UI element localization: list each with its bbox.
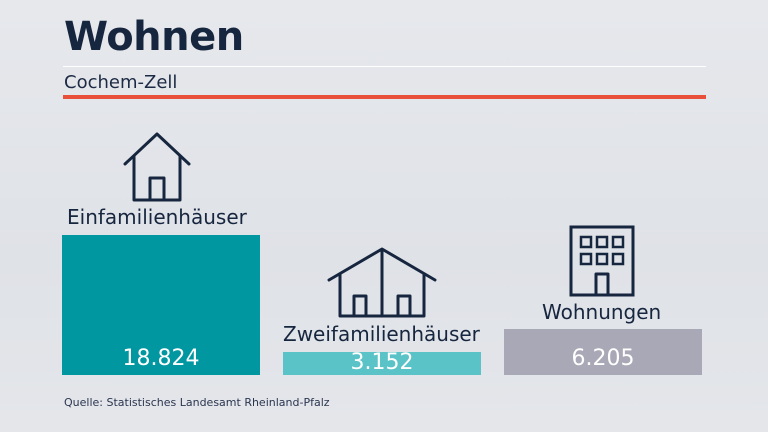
category-label-zweifamilienhaeuser: Zweifamilienhäuser (283, 322, 480, 346)
apartment-building-icon (568, 224, 636, 298)
bar-einfamilienhaeuser (62, 235, 260, 375)
double-house-icon (326, 246, 438, 320)
value-label-einfamilienhaeuser: 18.824 (122, 346, 200, 371)
value-label-zweifamilienhaeuser: 3.152 (350, 350, 414, 375)
house-icon (122, 130, 192, 204)
source-note: Quelle: Statistisches Landesamt Rheinlan… (64, 396, 330, 409)
value-label-wohnungen: 6.205 (571, 346, 635, 371)
category-label-einfamilienhaeuser: Einfamilienhäuser (67, 205, 247, 229)
accent-rule (63, 95, 706, 99)
bar-wohnungen (504, 329, 702, 375)
chart-subtitle: Cochem-Zell (64, 72, 178, 93)
category-label-wohnungen: Wohnungen (542, 300, 662, 324)
bar-zweifamilienhaeuser (283, 352, 481, 375)
chart-title: Wohnen (64, 14, 244, 60)
title-divider (63, 66, 706, 67)
